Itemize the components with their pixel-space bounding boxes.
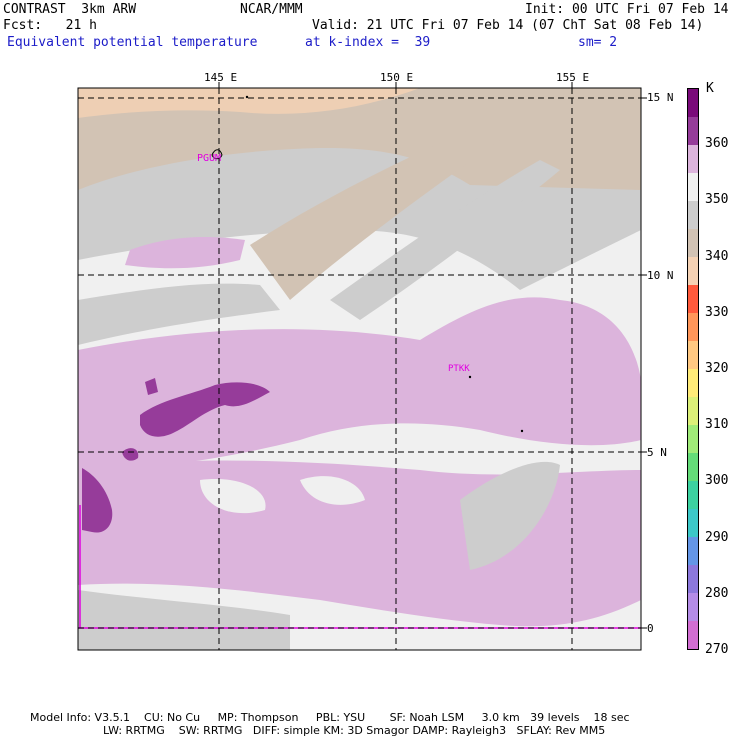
colorbar-label: 330 [705,304,729,320]
map-field [78,88,641,650]
model-title: CONTRAST 3km ARW [3,2,137,17]
station-label-pgum: PGUM [197,153,222,164]
colorbar-label: 280 [705,585,729,601]
colorbar-swatch [688,145,698,173]
tick-marks [218,82,647,629]
colorbar-label: 320 [705,361,729,376]
valid-time: Valid: 21 UTC Fri 07 Feb 14 (07 ChT Sat … [312,18,704,33]
colorbar-swatch [688,285,698,313]
colorbar-label: 350 [705,192,729,208]
colorbar-swatch [688,593,698,621]
lon-label-145: 145 E [204,71,238,84]
guam-island [211,149,223,160]
colorbar [687,88,699,650]
forecast-hour: Fcst: 21 h [3,18,97,33]
colorbar-swatch [688,481,698,509]
colorbar-label: 310 [705,417,729,433]
colorbar-swatch [688,229,698,257]
colorbar-swatch [688,173,698,201]
colorbar-label: 300 [705,473,729,489]
colorbar-swatch [688,201,698,229]
colorbar-swatch [688,537,698,565]
colorbar-swatch [688,257,698,285]
colorbar-swatch [688,117,698,145]
colorbar-unit: K [706,81,714,96]
colorbar-swatch [688,397,698,425]
lat-label-15n: 15 N [647,91,674,104]
colorbar-swatch [688,565,698,593]
field-name: Equivalent potential temperature [7,35,258,50]
island-dot [520,429,524,433]
colorbar-swatch [688,369,698,397]
lat-lon-grid [78,88,641,650]
center-label: NCAR/MMM [240,2,303,17]
colorbar-label: 290 [705,529,729,545]
smoothing-label: sm= 2 [578,35,618,50]
lon-label-150: 150 E [380,71,414,84]
colorbar-swatch [688,453,698,481]
colorbar-swatch [688,313,698,341]
level-label: at k-index = 39 [305,35,431,50]
model-info-line1: Model Info: V3.5.1 CU: No Cu MP: Thompso… [30,711,630,724]
model-info-line2: LW: RRTMG SW: RRTMG DIFF: simple KM: 3D … [103,724,606,737]
colorbar-label: 360 [705,136,729,152]
colorbar-swatch [688,89,698,117]
map-border [77,87,642,651]
island-dot-north [245,95,249,99]
lon-label-155: 155 E [556,71,590,84]
colorbar-label: 340 [705,248,729,264]
colorbar-swatch [688,509,698,537]
lat-label-10n: 10 N [647,269,674,282]
colorbar-label: 270 [705,642,729,657]
colorbar-swatch [688,621,698,649]
station-label-ptkk: PTKK [448,364,470,374]
colorbar-swatch [688,425,698,453]
colorbar-swatch [688,341,698,369]
lat-label-5n: 5 N [647,446,667,459]
init-time: Init: 00 UTC Fri 07 Feb 14 [525,2,729,17]
chuuk-island [468,375,472,379]
lat-label-0: 0 [647,622,654,635]
